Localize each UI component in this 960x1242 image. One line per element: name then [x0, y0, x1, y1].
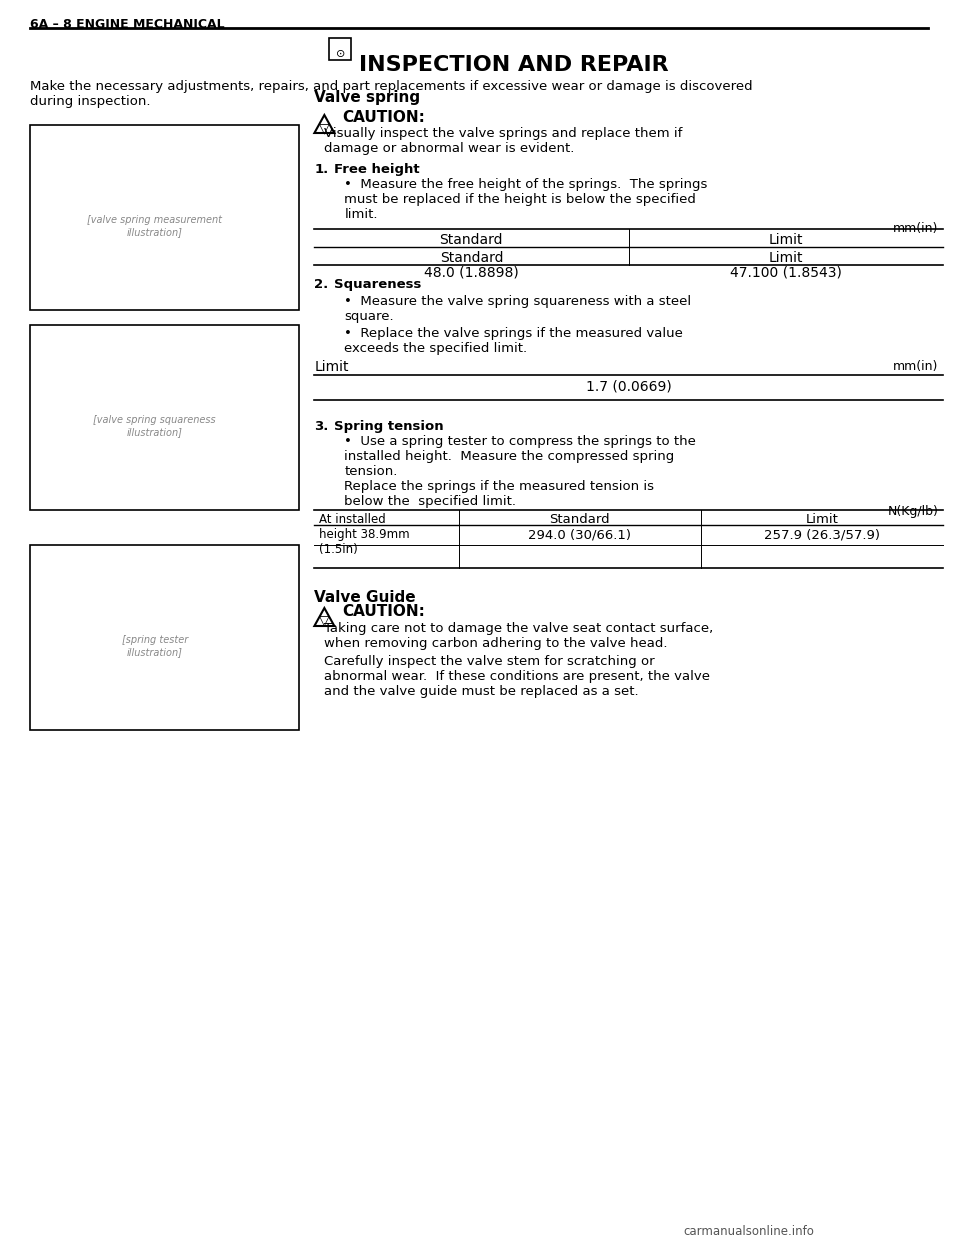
Text: INSPECTION AND REPAIR: INSPECTION AND REPAIR — [359, 55, 669, 75]
Text: ⊙: ⊙ — [336, 48, 345, 60]
Text: [spring tester
illustration]: [spring tester illustration] — [122, 635, 188, 657]
Text: Replace the springs if the measured tension is
below the  specified limit.: Replace the springs if the measured tens… — [345, 479, 655, 508]
Text: •  Measure the valve spring squareness with a steel
square.: • Measure the valve spring squareness wi… — [345, 296, 691, 323]
Text: Spring tension: Spring tension — [334, 420, 444, 433]
Polygon shape — [314, 609, 334, 626]
Text: [valve spring measurement
illustration]: [valve spring measurement illustration] — [87, 215, 222, 236]
Text: Taking care not to damage the valve seat contact surface,
when removing carbon a: Taking care not to damage the valve seat… — [324, 622, 713, 650]
Text: 6A – 8 ENGINE MECHANICAL: 6A – 8 ENGINE MECHANICAL — [30, 17, 225, 31]
Text: Visually inspect the valve springs and replace them if
damage or abnormal wear i: Visually inspect the valve springs and r… — [324, 127, 683, 155]
Text: 2.: 2. — [314, 278, 328, 291]
Bar — [30, 545, 300, 730]
Text: 1.7 (0.0669): 1.7 (0.0669) — [586, 380, 672, 394]
Text: Make the necessary adjustments, repairs, and part replacements if excessive wear: Make the necessary adjustments, repairs,… — [30, 79, 753, 108]
Text: 47.100 (1.8543): 47.100 (1.8543) — [730, 265, 842, 279]
Text: N(Kg/lb): N(Kg/lb) — [887, 505, 938, 518]
Text: carmanualsonline.info: carmanualsonline.info — [684, 1225, 814, 1238]
Text: Valve Guide: Valve Guide — [314, 590, 416, 605]
Bar — [30, 125, 300, 310]
Text: Standard: Standard — [440, 233, 503, 247]
Text: At installed
height 38.9mm
(1.5in): At installed height 38.9mm (1.5in) — [320, 513, 410, 556]
Bar — [329, 39, 351, 60]
Text: •  Measure the free height of the springs.  The springs
must be replaced if the : • Measure the free height of the springs… — [345, 178, 708, 221]
Text: Limit: Limit — [769, 251, 804, 265]
Bar — [30, 325, 300, 510]
Text: Standard: Standard — [440, 251, 503, 265]
Text: 257.9 (26.3/57.9): 257.9 (26.3/57.9) — [764, 528, 880, 542]
Text: 294.0 (30/66.1): 294.0 (30/66.1) — [528, 528, 632, 542]
Text: 3.: 3. — [314, 420, 328, 433]
Text: 1.: 1. — [314, 163, 328, 176]
Text: CAUTION:: CAUTION: — [343, 604, 425, 619]
Text: 48.0 (1.8898): 48.0 (1.8898) — [424, 265, 519, 279]
Polygon shape — [314, 116, 334, 133]
Text: CAUTION:: CAUTION: — [343, 111, 425, 125]
Text: mm(in): mm(in) — [893, 360, 938, 373]
Text: Limit: Limit — [805, 513, 838, 527]
Text: Squareness: Squareness — [334, 278, 421, 291]
Text: mm(in): mm(in) — [893, 222, 938, 235]
Text: ▽: ▽ — [319, 614, 329, 627]
Text: Standard: Standard — [549, 513, 611, 527]
Text: Limit: Limit — [768, 233, 803, 247]
Text: [valve spring squareness
illustration]: [valve spring squareness illustration] — [93, 415, 216, 437]
Text: •  Use a spring tester to compress the springs to the
installed height.  Measure: • Use a spring tester to compress the sp… — [345, 435, 696, 478]
Text: •  Replace the valve springs if the measured value
exceeds the specified limit.: • Replace the valve springs if the measu… — [345, 327, 684, 355]
Text: Carefully inspect the valve stem for scratching or
abnormal wear.  If these cond: Carefully inspect the valve stem for scr… — [324, 655, 710, 698]
Text: Valve spring: Valve spring — [314, 89, 420, 106]
Text: ▽: ▽ — [319, 120, 329, 135]
Text: Limit: Limit — [314, 360, 348, 374]
Text: Free height: Free height — [334, 163, 420, 176]
